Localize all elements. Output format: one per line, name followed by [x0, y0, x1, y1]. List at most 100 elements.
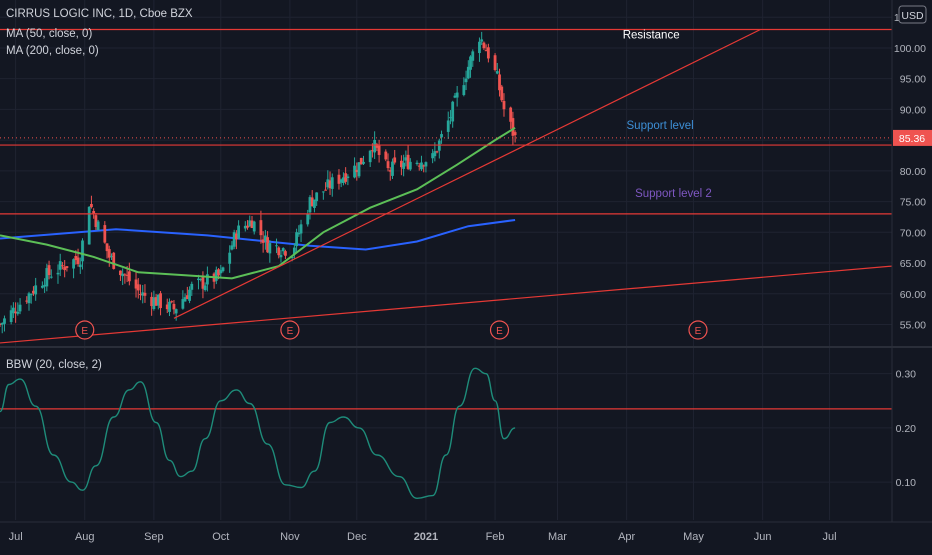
bbw-tick-label: 0.10 [896, 477, 917, 489]
candle-body [498, 74, 501, 91]
candle-body [40, 285, 44, 288]
candle-body [455, 92, 459, 98]
price-tick-label: 95.00 [900, 74, 926, 86]
earnings-marker[interactable] [280, 320, 300, 340]
candle-body [252, 221, 256, 232]
candle-body [449, 117, 452, 119]
ma50-line [0, 126, 516, 280]
candle-body [328, 180, 332, 189]
candle-body [221, 267, 225, 272]
candle-body [110, 256, 113, 258]
drawing-label[interactable]: Support level 2 [635, 188, 712, 200]
candle-body [16, 311, 20, 314]
candle-body [228, 252, 232, 264]
time-tick-label: Nov [280, 531, 300, 543]
candle-body [150, 296, 154, 307]
candle-body [330, 177, 334, 189]
legend-ma200: MA (200, close, 0) [6, 45, 99, 57]
candle-body [306, 214, 310, 225]
candle-body [243, 225, 247, 229]
price-tick-label: 70.00 [900, 227, 926, 239]
candle-body [0, 323, 2, 325]
time-tick-label: Apr [618, 531, 635, 543]
candle-body [315, 192, 319, 202]
candle-body [139, 294, 142, 296]
time-tick-label: Jul [823, 531, 837, 543]
candle-body [377, 145, 381, 155]
candle-body [386, 161, 390, 169]
candle-body [14, 311, 18, 314]
candle-body [136, 284, 140, 291]
currency-button[interactable] [898, 5, 927, 24]
candle-body [275, 245, 278, 247]
candle-body [471, 51, 475, 61]
time-tick-label: 2021 [414, 531, 438, 543]
candle-body [199, 279, 203, 281]
candle-body [324, 189, 327, 191]
candle-body [511, 118, 515, 136]
candle-body [297, 232, 301, 235]
candle-body [61, 265, 64, 267]
candle-body [3, 318, 6, 324]
candle-body [18, 304, 22, 312]
currency-label[interactable]: USD [901, 10, 924, 22]
candle-body [87, 206, 91, 245]
candle-body [446, 120, 450, 132]
candle-body [152, 297, 156, 310]
time-tick-label: Jun [754, 531, 772, 543]
candle-body [431, 153, 435, 159]
candle-body [174, 309, 178, 314]
candles [0, 31, 517, 334]
candle-body [119, 270, 122, 276]
candle-body [486, 47, 490, 59]
trend-line[interactable] [0, 265, 893, 344]
earnings-marker-label: E [695, 326, 702, 337]
candle-body [437, 140, 441, 151]
candle-body [103, 225, 107, 243]
candle-body [217, 269, 220, 276]
earnings-marker[interactable] [688, 320, 708, 340]
candle-body [34, 285, 38, 295]
time-tick-label: Aug [75, 531, 95, 543]
candle-body [281, 248, 285, 252]
price-tick-label: 75.00 [900, 197, 926, 209]
candle-body [355, 169, 359, 173]
candle-body [384, 151, 388, 160]
candle-body [165, 304, 169, 310]
candle-body [462, 85, 466, 96]
candle-body [45, 268, 49, 287]
candle-body [359, 157, 363, 165]
candle-body [78, 264, 82, 268]
drawing-label[interactable]: Support level [627, 120, 694, 132]
earnings-marker[interactable] [489, 320, 510, 340]
candle-body [279, 255, 283, 258]
candle-body [404, 157, 408, 161]
candle-body [310, 197, 314, 207]
candle-body [299, 224, 303, 234]
candle-body [495, 71, 499, 74]
candle-body [0, 323, 4, 325]
candle-body [112, 252, 116, 269]
drawing-label[interactable]: Resistance [623, 30, 680, 42]
candle-body [493, 55, 497, 71]
candle-body [143, 292, 147, 296]
candle-body [56, 272, 60, 275]
chart-title: CIRRUS LOGIC INC, 1D, Cboe BZX [6, 8, 193, 20]
candle-body [478, 41, 481, 54]
candle-body [168, 301, 171, 312]
candle-body [433, 151, 437, 157]
candle-body [232, 232, 236, 247]
candle-body [237, 225, 241, 239]
candle-body [123, 274, 127, 276]
trend-line[interactable] [173, 28, 761, 319]
candle-body [451, 101, 455, 122]
candle-body [344, 173, 348, 182]
candle-body [326, 179, 330, 188]
candle-body [284, 251, 287, 256]
candle-body [371, 150, 374, 152]
candle-body [234, 233, 238, 240]
candle-body [502, 101, 506, 110]
candle-body [230, 245, 234, 250]
earnings-marker[interactable] [75, 320, 95, 340]
